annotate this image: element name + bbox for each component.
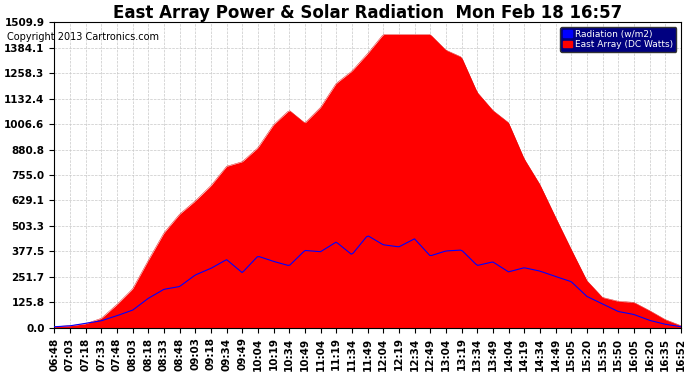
- Text: Copyright 2013 Cartronics.com: Copyright 2013 Cartronics.com: [7, 32, 159, 42]
- Title: East Array Power & Solar Radiation  Mon Feb 18 16:57: East Array Power & Solar Radiation Mon F…: [113, 4, 622, 22]
- Legend: Radiation (w/m2), East Array (DC Watts): Radiation (w/m2), East Array (DC Watts): [560, 27, 676, 52]
